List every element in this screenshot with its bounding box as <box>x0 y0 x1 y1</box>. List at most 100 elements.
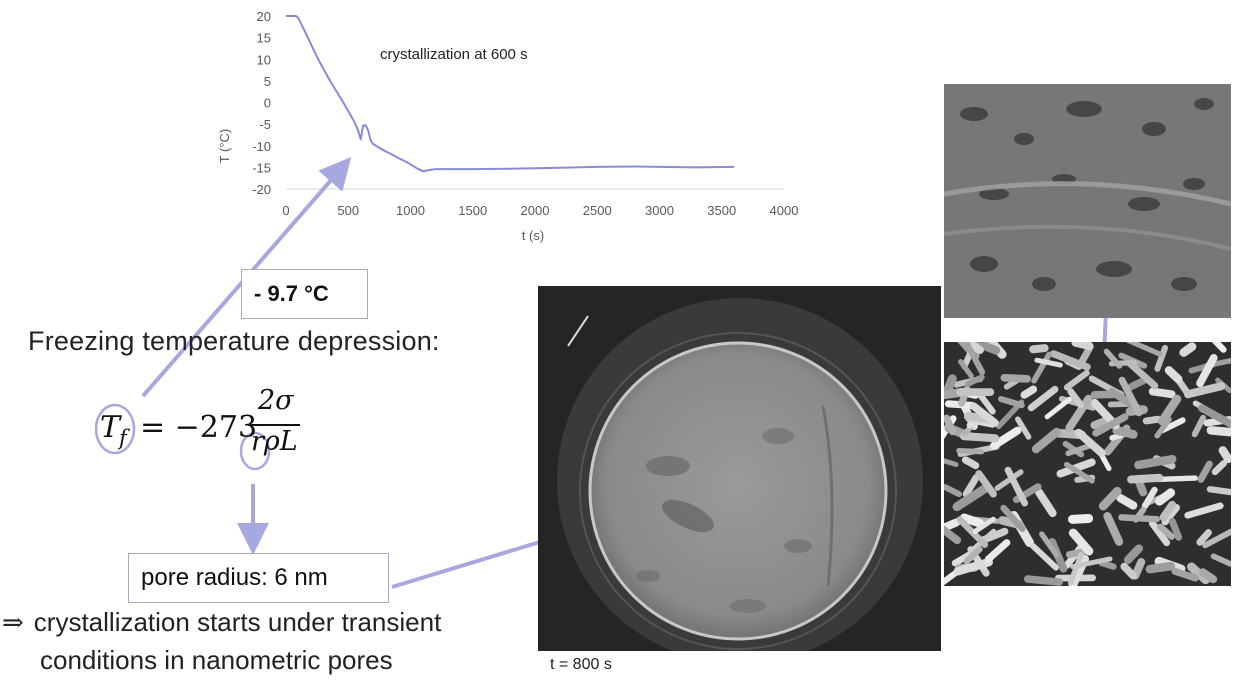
x-tick-label: 0 <box>282 203 289 218</box>
crystal-rod <box>953 558 994 576</box>
crystal-rod <box>1000 504 1026 532</box>
y-tick-label: -20 <box>252 182 271 197</box>
crystal-rod <box>1034 357 1063 368</box>
crystal-rod <box>1210 553 1231 567</box>
crystal-rod <box>1159 500 1177 522</box>
crystal-rod <box>1067 551 1084 586</box>
crystal-rod <box>1218 446 1231 464</box>
conclusion-line2: conditions in nanometric pores <box>40 645 393 675</box>
crystal-rod <box>963 546 983 565</box>
x-axis-ticks: 0 500 1000 1500 2000 2500 3000 3500 4000 <box>282 203 798 218</box>
crystal-rod <box>956 447 985 455</box>
crystal-rod <box>965 374 985 387</box>
crystal-rod <box>1044 396 1072 420</box>
crystal-rod <box>1148 387 1176 399</box>
crystal-rod <box>1154 475 1198 483</box>
crystal-rod <box>1103 348 1123 369</box>
crystal-rod <box>1184 502 1224 519</box>
crystallization-annotation: crystallization at 600 s <box>380 46 528 63</box>
crystal-rod <box>1157 394 1182 426</box>
freezing-heading: Freezing temperature depression: <box>28 326 440 356</box>
crystal-rod <box>1142 415 1162 425</box>
y-tick-label: -15 <box>252 160 271 175</box>
x-tick-label: 1000 <box>396 203 425 218</box>
crystal-rod <box>975 470 997 498</box>
crystal-rod <box>964 342 984 355</box>
x-tick-label: 4000 <box>770 203 799 218</box>
x-tick-label: 1500 <box>458 203 487 218</box>
crystal-rod <box>1000 374 1031 383</box>
crystal-rod <box>1148 519 1171 547</box>
crystal-rod <box>1154 344 1169 372</box>
crystal-rod <box>1159 417 1186 434</box>
y-tick-label: -10 <box>252 139 271 154</box>
crystal-rod <box>1112 426 1138 439</box>
crystal-rod <box>1103 512 1124 546</box>
crystal-rod <box>1126 360 1159 390</box>
implies-icon: ⇒ <box>2 608 24 638</box>
crystal-rod <box>958 359 974 379</box>
crystal-rod <box>952 483 991 512</box>
y-axis-ticks: 20 15 10 5 0 -5 -10 -15 -20 <box>252 9 271 197</box>
crystal-rod <box>1145 561 1176 574</box>
x-tick-label: 2500 <box>583 203 612 218</box>
temperature-chart: 20 15 10 5 0 -5 -10 -15 -20 0 500 1000 1500 2000 2500… <box>217 9 798 243</box>
crystal-rod <box>1070 556 1113 570</box>
crystal-rod <box>984 539 1011 563</box>
x-tick-label: 3000 <box>645 203 674 218</box>
crystal-rod <box>956 388 995 396</box>
ct-scan-graphic <box>557 298 923 651</box>
crystal-rod <box>963 342 986 376</box>
crystal-rod <box>1164 366 1183 384</box>
crystal-rod <box>1004 466 1029 507</box>
formula-lhs-sub: f <box>119 426 127 450</box>
crystal-rod <box>962 473 980 498</box>
circle-tf <box>94 403 136 455</box>
crystal-rod <box>956 516 989 548</box>
x-axis-title: t (s) <box>522 228 544 243</box>
crystal-rod <box>1197 460 1213 483</box>
crystal-rod <box>1206 342 1227 353</box>
crystal-rod <box>1196 354 1218 388</box>
crystal-rod <box>1183 382 1226 399</box>
circle-r <box>239 431 271 471</box>
formula-equals: = −273 <box>140 410 258 445</box>
crystal-rod <box>944 414 957 436</box>
crystal-rod <box>1154 416 1172 439</box>
ct-time-caption: t = 800 s <box>550 656 612 673</box>
crystal-rod <box>1030 543 1059 571</box>
x-tick-label: 3500 <box>707 203 736 218</box>
crystal-rod <box>1071 342 1094 351</box>
crystal-rod <box>1211 459 1228 476</box>
crystal-rod <box>1168 517 1183 541</box>
crystal-rod <box>972 516 996 535</box>
crystal-rod <box>1198 404 1231 428</box>
crystal-rod <box>997 395 1025 409</box>
crystal-rod <box>964 342 1001 355</box>
y-tick-label: 15 <box>257 31 271 46</box>
crystal-rod <box>944 484 962 498</box>
crystal-rod <box>1023 575 1064 586</box>
y-tick-label: 20 <box>257 9 271 24</box>
crystal-rod <box>1068 528 1094 556</box>
crystal-rod <box>1063 461 1095 484</box>
crystal-rod <box>1206 426 1231 438</box>
crystal-rod <box>1098 486 1122 511</box>
crystal-rod <box>1179 342 1197 357</box>
crystal-rod <box>1118 376 1143 417</box>
crystal-rod <box>1068 513 1094 524</box>
fraction-bar <box>250 424 300 426</box>
y-axis-title: T (°C) <box>217 129 232 164</box>
crystal-rod <box>1049 350 1091 371</box>
pore-radius-box: pore radius: 6 nm <box>128 553 389 603</box>
crystal-rod <box>1157 523 1175 540</box>
crystal-rod <box>944 518 961 535</box>
crystal-rod <box>1123 544 1144 564</box>
crystal-rod <box>1124 342 1163 357</box>
conclusion-text: ⇒ crystallization starts under transient … <box>2 604 441 679</box>
crystal-rod <box>1029 344 1049 354</box>
crystal-rod <box>1202 525 1231 549</box>
crystal-rod <box>1196 529 1212 546</box>
crystal-rod <box>990 426 1022 450</box>
temperature-value-box: - 9.7 °C <box>241 269 368 319</box>
